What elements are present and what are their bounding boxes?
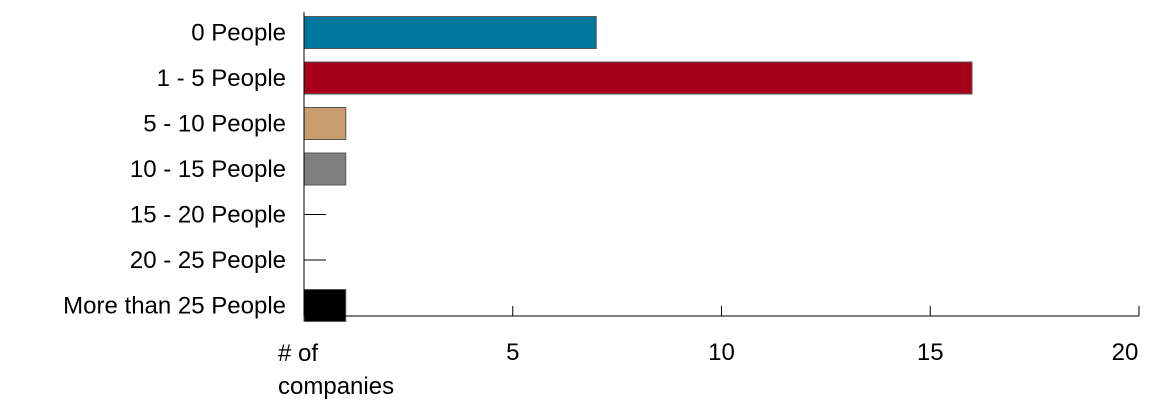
x-axis-title: # of companies bbox=[278, 340, 394, 400]
x-tick-label-2: 15 bbox=[917, 339, 944, 366]
category-label-1: 1 - 5 People bbox=[157, 65, 286, 92]
category-label-2: 5 - 10 People bbox=[143, 111, 286, 138]
x-axis-title-line-1: # of bbox=[278, 340, 318, 367]
bars-group bbox=[303, 16, 973, 322]
bar-1 bbox=[303, 61, 973, 95]
bar-2 bbox=[303, 107, 347, 140]
bar-6 bbox=[303, 289, 347, 322]
bar-3 bbox=[303, 152, 347, 186]
x-tick-label-1: 10 bbox=[708, 339, 735, 366]
x-axis-ticks: 5 10 15 20 bbox=[506, 306, 1140, 366]
x-tick-label-0: 5 bbox=[506, 339, 519, 366]
category-labels: 0 People 1 - 5 People 5 - 10 People 10 - 15… bbox=[63, 20, 286, 320]
category-label-3: 10 - 15 People bbox=[130, 156, 286, 183]
category-label-5: 20 - 25 People bbox=[130, 247, 286, 274]
x-axis-title-line-2: companies bbox=[278, 373, 394, 400]
bar-0 bbox=[303, 16, 597, 49]
category-label-6: More than 25 People bbox=[63, 293, 286, 320]
category-label-0: 0 People bbox=[191, 20, 286, 47]
x-tick-label-3: 20 bbox=[1112, 339, 1139, 366]
category-label-4: 15 - 20 People bbox=[130, 202, 286, 229]
